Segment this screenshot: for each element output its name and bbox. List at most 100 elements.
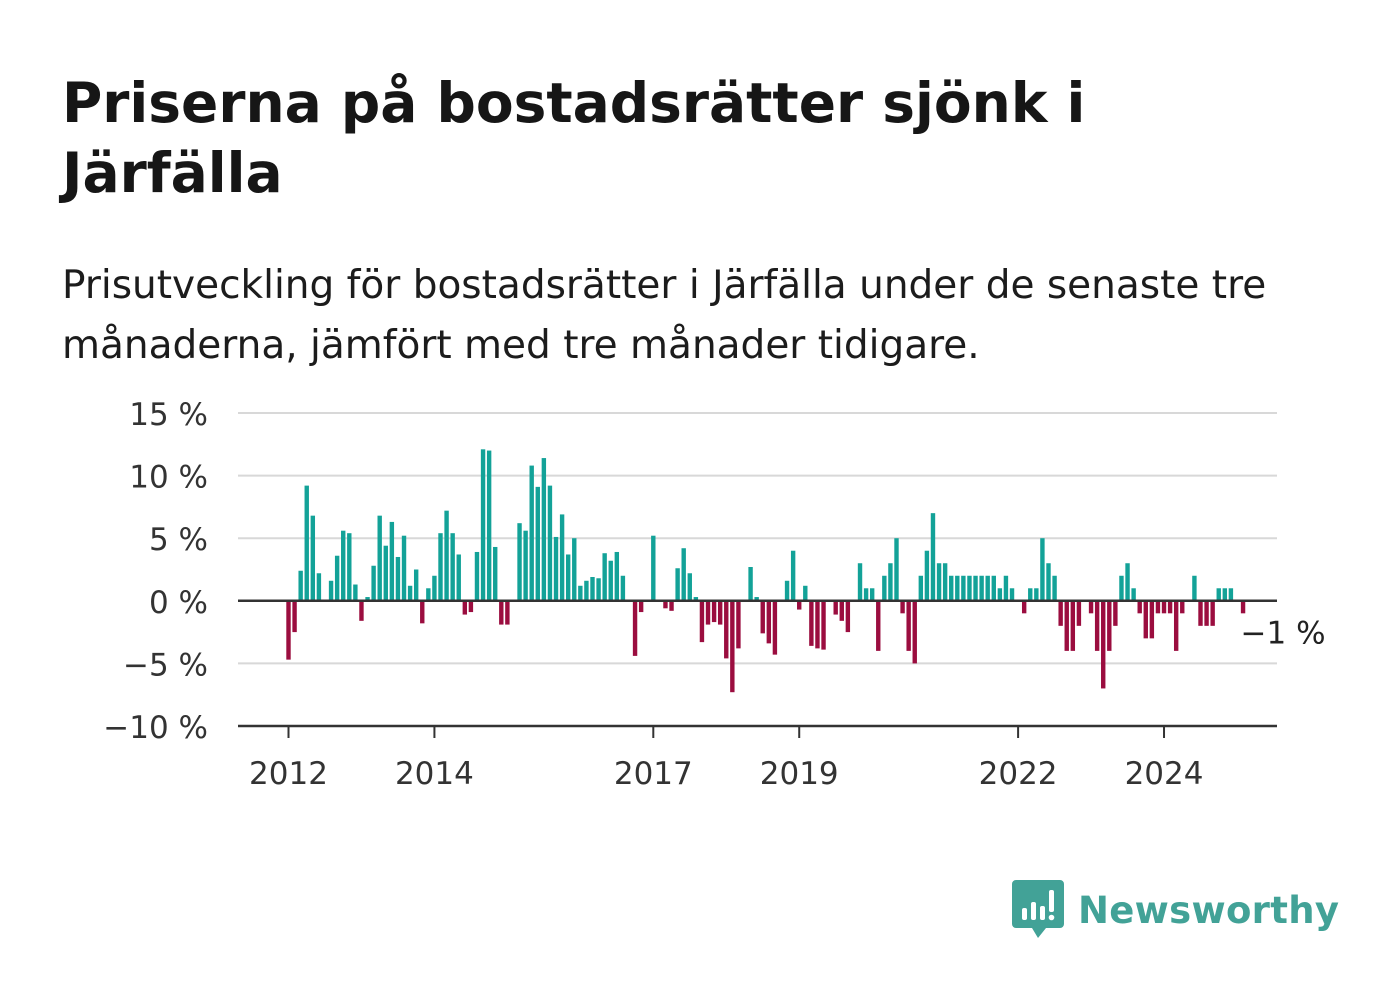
bar-negative bbox=[809, 600, 814, 646]
bar-positive bbox=[389, 521, 395, 601]
bar-positive bbox=[535, 486, 540, 601]
bar-negative bbox=[1058, 600, 1063, 626]
bar-positive bbox=[450, 533, 455, 601]
bar-positive bbox=[930, 513, 936, 601]
bar-positive bbox=[517, 523, 522, 601]
bar-negative bbox=[1180, 600, 1185, 614]
y-tick-label: 15 % bbox=[129, 397, 208, 433]
bar-positive bbox=[651, 535, 656, 601]
bar-negative bbox=[420, 600, 425, 624]
bar-positive bbox=[973, 575, 978, 601]
bar-positive bbox=[608, 560, 613, 601]
bar-positive bbox=[803, 585, 808, 601]
bar-negative bbox=[499, 600, 504, 625]
bar-positive bbox=[1119, 575, 1124, 601]
bar-negative bbox=[1210, 600, 1215, 626]
bar-positive bbox=[620, 575, 626, 601]
bar-positive bbox=[456, 554, 461, 601]
bar-positive bbox=[486, 450, 492, 601]
bar-positive bbox=[1216, 588, 1221, 601]
bar-positive bbox=[961, 575, 966, 601]
bar-positive bbox=[541, 458, 547, 601]
bar-positive bbox=[1052, 575, 1057, 601]
bar-positive bbox=[365, 597, 370, 601]
x-tick-label: 2024 bbox=[1125, 756, 1204, 792]
bar-positive bbox=[401, 535, 407, 601]
bar-negative bbox=[1076, 600, 1082, 626]
y-tick-label: 5 % bbox=[149, 522, 208, 558]
bar-positive bbox=[967, 575, 972, 601]
bar-positive bbox=[426, 588, 431, 601]
newsworthy-logo[interactable]: Newsworthy bbox=[1012, 880, 1339, 940]
chart-title: Priserna på bostadsrätter sjönk i Järfäl… bbox=[62, 71, 1086, 205]
bar-negative bbox=[1107, 600, 1112, 651]
bar-positive bbox=[596, 578, 601, 601]
bar-positive bbox=[1131, 588, 1136, 601]
bar-negative bbox=[845, 600, 851, 633]
bar-negative bbox=[292, 600, 297, 633]
bar-negative bbox=[736, 600, 741, 649]
bar-positive bbox=[955, 575, 960, 601]
bar-positive bbox=[857, 563, 863, 601]
bar-negative bbox=[359, 600, 364, 621]
bar-positive bbox=[444, 510, 449, 601]
bar-positive bbox=[529, 465, 534, 601]
bar-positive bbox=[383, 545, 388, 601]
bar-positive bbox=[347, 533, 352, 601]
bar-negative bbox=[638, 600, 644, 613]
bar-negative bbox=[1113, 600, 1118, 626]
bar-negative bbox=[839, 600, 844, 621]
bar-positive bbox=[474, 551, 480, 601]
bar-positive bbox=[590, 577, 595, 601]
bar-negative bbox=[286, 600, 291, 660]
bar-positive bbox=[1192, 575, 1197, 601]
bar-negative bbox=[1240, 600, 1246, 614]
brand-name: Newsworthy bbox=[1078, 888, 1340, 932]
bar-negative bbox=[711, 600, 717, 623]
bar-positive bbox=[602, 553, 607, 601]
bar-positive bbox=[1125, 563, 1130, 601]
bar-negative bbox=[900, 600, 905, 614]
bar-positive bbox=[559, 514, 565, 601]
bar-positive bbox=[979, 575, 984, 601]
bar-positive bbox=[547, 485, 553, 601]
bar-positive bbox=[863, 588, 869, 601]
bar-negative bbox=[730, 600, 735, 693]
bar-negative bbox=[1161, 600, 1167, 614]
bar-positive bbox=[565, 554, 571, 601]
bar-negative bbox=[1198, 600, 1203, 626]
bar-negative bbox=[468, 600, 474, 613]
bar-negative bbox=[1137, 600, 1142, 614]
bar-positive bbox=[584, 580, 589, 601]
bar-positive bbox=[1003, 575, 1009, 601]
chart-subtitle: Prisutveckling för bostadsrätter i Järfä… bbox=[62, 263, 1267, 368]
bar-positive bbox=[1034, 588, 1039, 601]
bar-positive bbox=[304, 485, 309, 601]
bar-negative bbox=[1155, 600, 1161, 614]
bar-positive bbox=[523, 530, 528, 601]
bar-positive bbox=[334, 555, 340, 601]
bar-negative bbox=[833, 600, 838, 615]
bar-positive bbox=[310, 515, 316, 601]
bar-positive bbox=[371, 565, 376, 601]
bar-positive bbox=[949, 575, 954, 601]
bar-positive bbox=[298, 570, 303, 601]
bar-negative bbox=[1204, 600, 1209, 626]
bar-negative bbox=[1149, 600, 1155, 639]
bar-negative bbox=[663, 600, 668, 609]
bar-positive bbox=[790, 550, 796, 601]
bar-positive bbox=[936, 563, 942, 601]
bar-positive bbox=[480, 449, 486, 601]
bar-negative bbox=[1167, 600, 1173, 614]
bar-positive bbox=[997, 588, 1003, 601]
bar-negative bbox=[1021, 600, 1027, 614]
bar-positive bbox=[438, 533, 443, 601]
bar-chart: 15 % 10 % 5 % 0 % −5 % −10 % 2012 2014 2017 2019 2… bbox=[103, 397, 1325, 792]
bars bbox=[286, 449, 1246, 693]
bar-negative bbox=[717, 600, 723, 625]
bar-negative bbox=[462, 600, 468, 615]
bar-positive bbox=[432, 575, 437, 601]
bar-positive bbox=[572, 538, 577, 601]
bar-negative bbox=[1088, 600, 1094, 614]
bar-negative bbox=[669, 600, 674, 611]
